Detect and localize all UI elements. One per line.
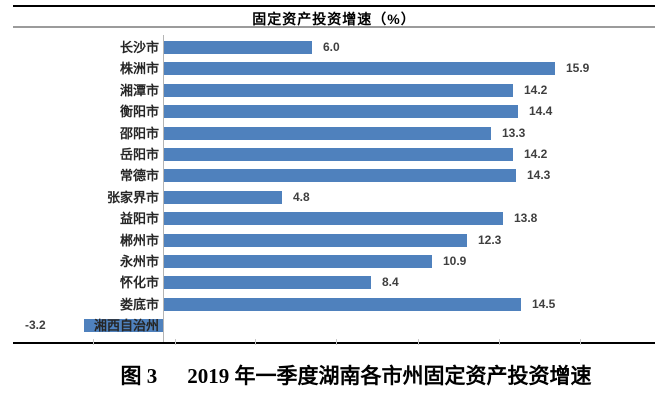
value-label: 6.0 xyxy=(323,40,340,54)
axis-tick xyxy=(336,339,337,345)
bar xyxy=(164,212,503,225)
bar xyxy=(164,127,491,140)
bar xyxy=(164,105,518,118)
value-label: 12.3 xyxy=(478,233,502,247)
axis-tick xyxy=(93,339,94,345)
bar xyxy=(164,276,371,289)
axis-tick xyxy=(580,339,581,345)
category-label: 怀化市 xyxy=(119,275,159,290)
category-label: 娄底市 xyxy=(119,297,159,312)
bar xyxy=(164,255,432,268)
bar xyxy=(164,62,555,75)
bar-row: 益阳市 13.8 xyxy=(13,211,655,233)
category-label: 衡阳市 xyxy=(119,104,159,119)
axis-tick xyxy=(418,339,419,345)
value-label: 14.5 xyxy=(532,297,556,311)
category-label: 长沙市 xyxy=(119,40,159,55)
category-label: 永州市 xyxy=(119,254,159,269)
bar-row: 永州市 10.9 xyxy=(13,254,655,276)
category-label: 邵阳市 xyxy=(119,126,159,141)
bar xyxy=(164,84,513,97)
bar-row: 邵阳市 13.3 xyxy=(13,126,655,148)
bar xyxy=(164,148,513,161)
bar-row: 张家界市 4.8 xyxy=(13,190,655,212)
bar-row: 湘西自治州 -3.2 xyxy=(13,318,655,340)
axis-tick xyxy=(499,339,500,345)
bar xyxy=(164,298,521,311)
value-label: 14.3 xyxy=(527,168,551,182)
bar-row: 衡阳市 14.4 xyxy=(13,104,655,126)
category-label: 湘潭市 xyxy=(119,83,159,98)
value-label: 13.8 xyxy=(514,211,538,225)
category-label: 益阳市 xyxy=(119,211,159,226)
value-label: 4.8 xyxy=(293,190,310,204)
bar xyxy=(164,41,312,54)
category-axis-line xyxy=(163,35,164,342)
chart-frame: 固定资产投资增速（%） 长沙市 6.0 株洲市 15.9 湘潭市 14.2 衡阳市 14.4 邵… xyxy=(13,5,655,345)
value-label: 14.2 xyxy=(524,83,548,97)
value-label: 14.2 xyxy=(524,147,548,161)
category-label: 岳阳市 xyxy=(119,147,159,162)
bar xyxy=(164,234,467,247)
value-label: 14.4 xyxy=(529,104,553,118)
value-label: 15.9 xyxy=(566,61,590,75)
value-label: 10.9 xyxy=(443,254,467,268)
bar xyxy=(164,191,282,204)
category-label: 张家界市 xyxy=(106,190,159,205)
title-divider xyxy=(13,26,655,28)
bar-row: 湘潭市 14.2 xyxy=(13,83,655,105)
axis-tick xyxy=(175,339,176,345)
figure-number: 图 3 xyxy=(120,364,158,388)
bar-row: 长沙市 6.0 xyxy=(13,40,655,62)
chart-title: 固定资产投资增速（%） xyxy=(252,11,416,27)
figure-caption-text: 2019 年一季度湖南各市州固定资产投资增速 xyxy=(187,364,592,388)
value-label: 8.4 xyxy=(382,275,399,289)
bar-row: 株洲市 15.9 xyxy=(13,61,655,83)
bar-row: 怀化市 8.4 xyxy=(13,275,655,297)
bar xyxy=(84,319,163,332)
bar xyxy=(164,169,516,182)
bar-row: 岳阳市 14.2 xyxy=(13,147,655,169)
bar-row: 郴州市 12.3 xyxy=(13,233,655,255)
category-label: 常德市 xyxy=(119,168,159,183)
bar-row: 娄底市 14.5 xyxy=(13,297,655,319)
axis-tick xyxy=(255,339,256,345)
bar-row: 常德市 14.3 xyxy=(13,168,655,190)
bar-chart: 长沙市 6.0 株洲市 15.9 湘潭市 14.2 衡阳市 14.4 邵阳市 13.3 岳阳市 14.… xyxy=(13,28,655,345)
figure-caption: 图 3 2019 年一季度湖南各市州固定资产投资增速 xyxy=(13,360,655,390)
value-label: 13.3 xyxy=(502,126,526,140)
category-label: 湘西自治州 xyxy=(93,318,159,333)
value-label: -3.2 xyxy=(25,318,46,332)
category-label: 郴州市 xyxy=(119,233,159,248)
category-label: 株洲市 xyxy=(119,61,159,76)
